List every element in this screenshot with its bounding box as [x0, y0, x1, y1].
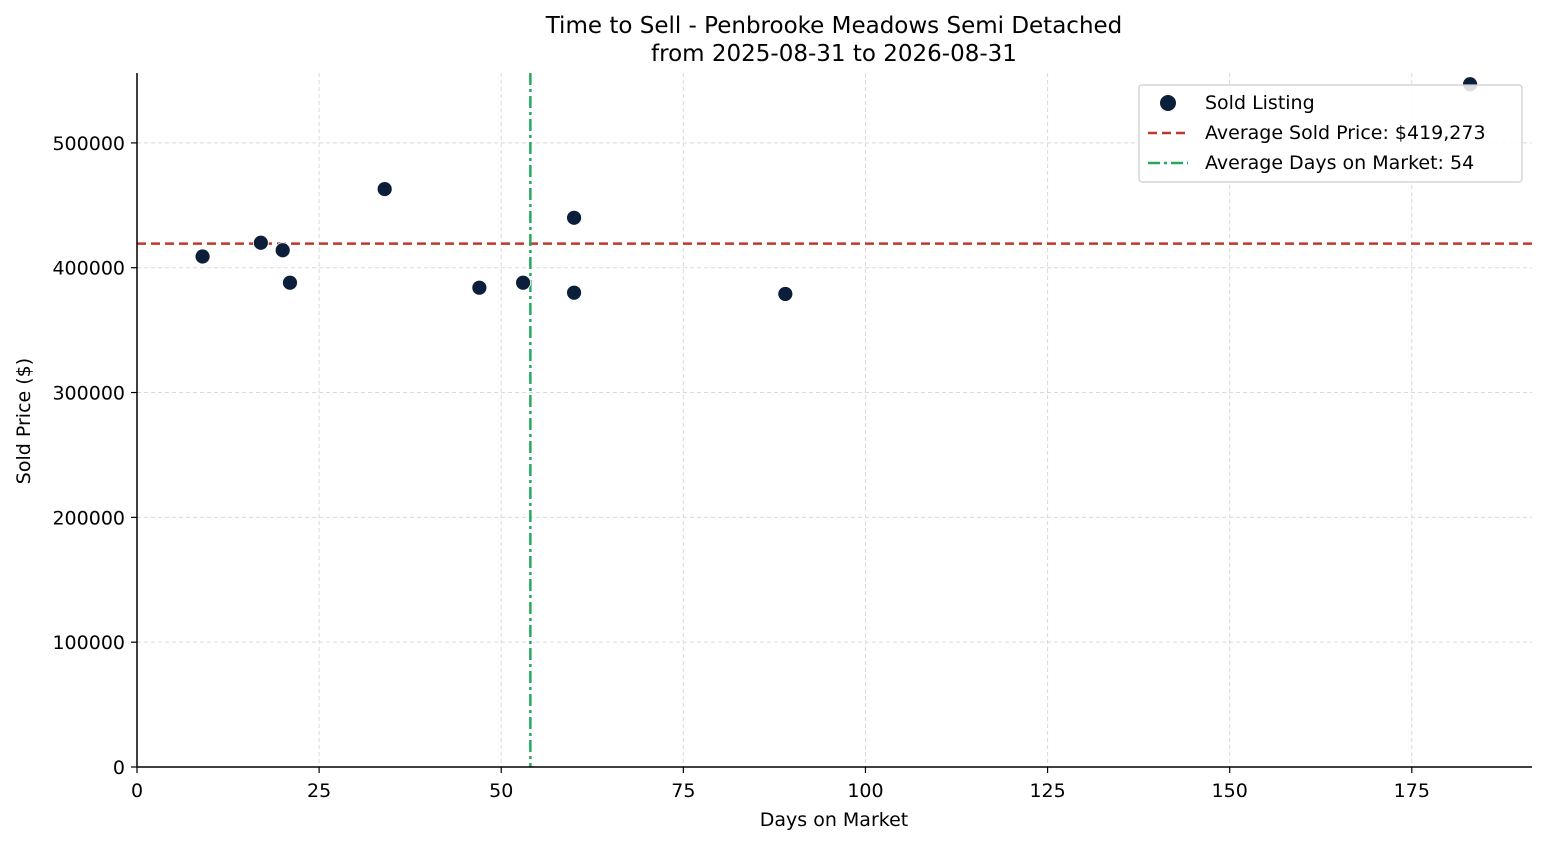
- y-tick-label: 300000: [52, 383, 125, 405]
- scatter-point: [194, 248, 211, 265]
- y-axis-label: Sold Price ($): [13, 358, 35, 484]
- legend-marker-sold-listing: [1160, 95, 1176, 111]
- x-tick-label: 25: [307, 780, 331, 802]
- x-tick-label: 150: [1212, 780, 1248, 802]
- x-tick-label: 75: [671, 780, 695, 802]
- y-tick-label: 500000: [52, 133, 125, 155]
- scatter-point: [515, 274, 531, 291]
- legend-label-sold-listing: Sold Listing: [1205, 92, 1315, 114]
- legend-label-average-price: Average Sold Price: $419,273: [1205, 122, 1486, 144]
- scatter-point: [274, 242, 291, 259]
- scatter-point: [471, 279, 488, 296]
- y-tick-label: 100000: [52, 632, 125, 654]
- legend-box: [1138, 84, 1523, 183]
- y-tick-label: 0: [113, 757, 125, 779]
- x-axis-label: Days on Market: [760, 809, 908, 831]
- axes: [136, 73, 1532, 768]
- scatter-point: [566, 284, 582, 301]
- scatter-point: [376, 181, 393, 197]
- grid-lines: [137, 73, 1532, 767]
- scatter-point: [777, 286, 794, 302]
- chart-title: Time to Sell - Penbrooke Meadows Semi De…: [545, 13, 1123, 39]
- scatter-point: [252, 234, 269, 251]
- x-tick-label: 0: [131, 780, 143, 802]
- x-tick-label: 175: [1394, 780, 1430, 802]
- scatter-point: [282, 274, 298, 291]
- chart-subtitle: from 2025-08-31 to 2026-08-31: [651, 41, 1017, 67]
- y-tick-label: 400000: [52, 258, 125, 280]
- legend: Sold Listing Average Sold Price: $419,27…: [1138, 84, 1523, 183]
- scatter-point: [566, 209, 582, 226]
- legend-label-average-days: Average Days on Market: 54: [1205, 152, 1474, 174]
- x-tick-label: 100: [847, 780, 883, 802]
- ticks: 0 25 50 75 100 125 150 175 0 100000 200000 300000 40…: [52, 133, 1429, 802]
- y-tick-label: 200000: [52, 507, 125, 529]
- x-tick-label: 50: [489, 780, 513, 802]
- reference-lines: [137, 73, 1532, 767]
- x-tick-label: 125: [1029, 780, 1065, 802]
